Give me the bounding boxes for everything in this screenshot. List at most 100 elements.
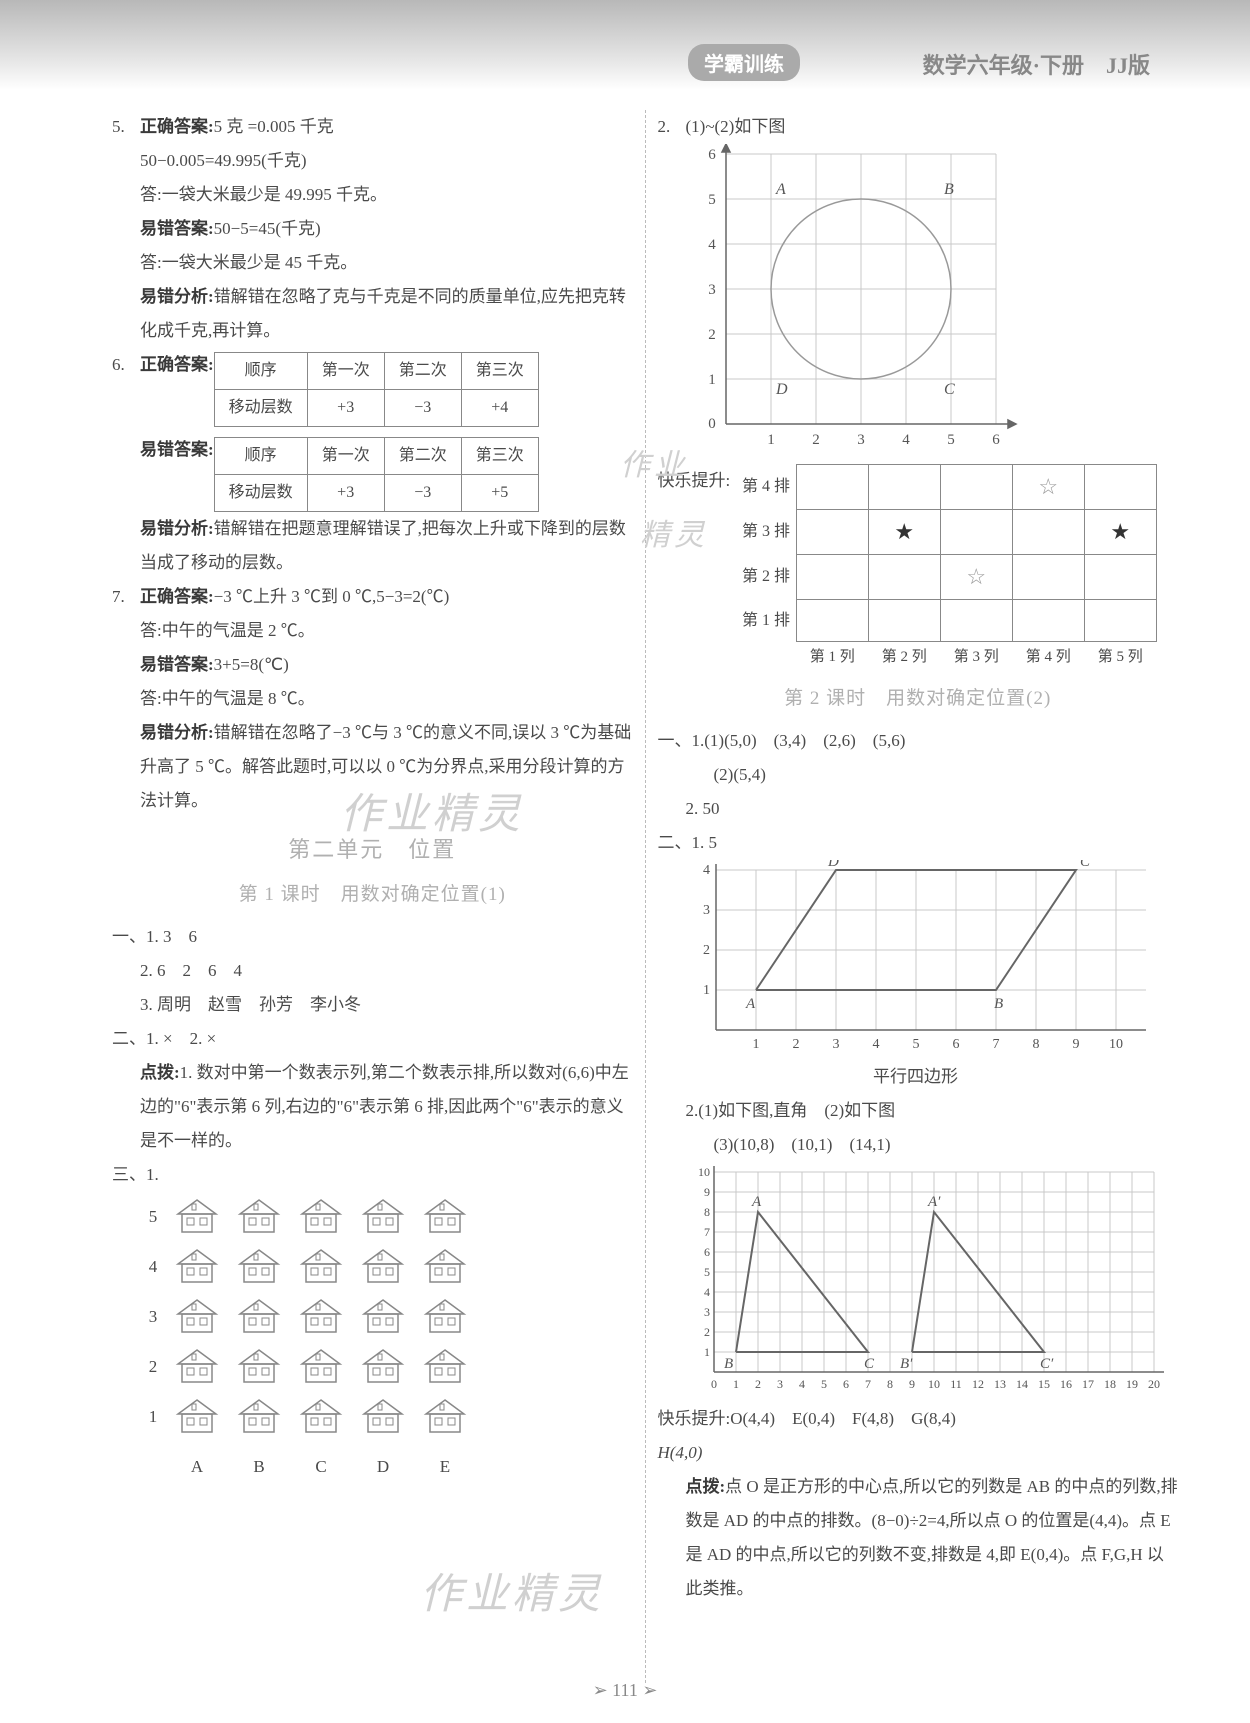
star-cell: ★: [1084, 510, 1156, 555]
circle-chart: A B C D 0 123 456 123 456: [658, 144, 1179, 464]
house-icon: [298, 1198, 344, 1236]
house-row-label: 5: [149, 1200, 158, 1234]
q5: 5. 正确答案:5 克 =0.005 千克: [112, 110, 633, 144]
r2-l3: (3)(10,8) (10,1) (14,1): [658, 1128, 1179, 1162]
svg-text:8: 8: [704, 1205, 710, 1219]
star-cell: [1012, 510, 1084, 555]
s1-l3: 3. 周明 赵雪 孙芳 李小冬: [112, 988, 633, 1022]
house-icon: [236, 1198, 282, 1236]
svg-text:4: 4: [708, 237, 716, 253]
svg-text:2: 2: [708, 327, 716, 343]
star-cell: [1084, 465, 1156, 510]
cell: 第三次: [461, 438, 538, 475]
cell: +5: [461, 475, 538, 512]
svg-text:D: D: [775, 381, 788, 398]
s1-lbl: 一、: [112, 920, 146, 954]
svg-text:5: 5: [708, 192, 716, 208]
cell: +4: [461, 390, 538, 427]
q5-w2: 答:一袋大米最少是 45 千克。: [112, 246, 633, 280]
house-icon: [236, 1348, 282, 1386]
star-cell: [796, 600, 868, 642]
house-col-label: E: [440, 1450, 450, 1484]
star-cell: [1012, 600, 1084, 642]
svg-text:7: 7: [992, 1037, 999, 1052]
svg-text:5: 5: [821, 1377, 827, 1391]
svg-text:0: 0: [711, 1377, 717, 1391]
house-icon: [360, 1398, 406, 1436]
house-icon: [422, 1248, 468, 1286]
star-cell: ☆: [1012, 465, 1084, 510]
house-icon: [422, 1348, 468, 1386]
s2-note: 1. 数对中第一个数表示列,第二个数表示排,所以数对(6,6)中左边的"6"表示…: [140, 1063, 629, 1150]
q5-c3: 答:一袋大米最少是 49.995 千克。: [112, 178, 633, 212]
house-icon: [298, 1298, 344, 1336]
r1-l2: (2)(5,4): [658, 758, 1179, 792]
q6-correct-label: 正确答案:: [140, 348, 214, 382]
q5-c2: 50−0.005=49.995(千克): [112, 144, 633, 178]
svg-text:10: 10: [1109, 1037, 1123, 1052]
star-cell: [796, 510, 868, 555]
header-badge: 学霸训练: [688, 44, 800, 81]
house-icon: [298, 1248, 344, 1286]
q6-table-wrong: 顺序 第一次 第二次 第三次 移动层数 +3 −3 +5: [214, 437, 539, 512]
svg-text:3: 3: [857, 432, 865, 448]
star-cell: [940, 465, 1012, 510]
q6-num: 6.: [112, 348, 140, 382]
house-row-label: 4: [149, 1250, 158, 1284]
svg-text:17: 17: [1082, 1377, 1094, 1391]
q5-analysis: 错解错在忽略了克与千克是不同的质量单位,应先把克转化成千克,再计算。: [140, 287, 626, 340]
svg-text:7: 7: [865, 1377, 871, 1391]
svg-text:A: A: [775, 181, 786, 198]
r2-l2: 2.(1)如下图,直角 (2)如下图: [658, 1094, 1179, 1128]
svg-text:1: 1: [703, 983, 710, 998]
svg-text:8: 8: [887, 1377, 893, 1391]
cell: +3: [307, 475, 384, 512]
svg-text:12: 12: [972, 1377, 984, 1391]
svg-text:1: 1: [752, 1037, 759, 1052]
svg-text:3: 3: [832, 1037, 839, 1052]
triangle-chart: A A′ B C B′ C′ 0123456789101112131415161…: [658, 1162, 1179, 1402]
svg-text:16: 16: [1060, 1377, 1072, 1391]
happy2-note: 点 O 是正方形的中心点,所以它的列数是 AB 的中点的列数,排数是 AD 的中…: [686, 1477, 1178, 1598]
svg-text:1: 1: [704, 1345, 710, 1359]
svg-text:A′: A′: [927, 1194, 941, 1210]
svg-text:A: A: [745, 996, 756, 1012]
svg-text:D: D: [827, 860, 839, 870]
house-grid-container: 54321ABCDE: [112, 1192, 633, 1492]
cell: 第一次: [307, 353, 384, 390]
house-icon: [236, 1298, 282, 1336]
star-col-label: 第 1 列: [796, 642, 868, 672]
r1-l3: 2. 50: [658, 792, 1179, 826]
happy-lift: 快乐提升: 第 4 排☆第 3 排★★第 2 排☆第 1 排 第 1 列第 2 …: [658, 464, 1179, 672]
svg-text:6: 6: [704, 1245, 710, 1259]
svg-text:2: 2: [812, 432, 820, 448]
house-icon: [174, 1348, 220, 1386]
svg-text:C: C: [864, 1356, 875, 1372]
svg-text:9: 9: [1072, 1037, 1079, 1052]
star-table: 第 4 排☆第 3 排★★第 2 排☆第 1 排: [736, 464, 1157, 642]
cell: 移动层数: [214, 475, 307, 512]
svg-text:8: 8: [1032, 1037, 1039, 1052]
star-row-label: 第 4 排: [736, 465, 796, 510]
svg-text:3: 3: [708, 282, 716, 298]
r-q2-text: (1)~(2)如下图: [686, 110, 786, 144]
star-cell: ☆: [940, 555, 1012, 600]
svg-text:6: 6: [952, 1037, 959, 1052]
svg-text:14: 14: [1016, 1377, 1028, 1391]
svg-text:19: 19: [1126, 1377, 1138, 1391]
svg-text:10: 10: [698, 1165, 710, 1179]
svg-text:15: 15: [1038, 1377, 1050, 1391]
unit2-title: 第二单元 位置: [112, 828, 633, 872]
happy2-lbl: 快乐提升:: [658, 1409, 731, 1428]
parallelogram-chart: A B C D 1234567891011 1234 平行四边形: [658, 860, 1179, 1094]
svg-text:5: 5: [912, 1037, 919, 1052]
cell: −3: [384, 475, 461, 512]
cell: 移动层数: [214, 390, 307, 427]
house-icon: [174, 1298, 220, 1336]
star-cell: [796, 555, 868, 600]
pg-caption: 平行四边形: [686, 1060, 1146, 1094]
star-cell: [796, 465, 868, 510]
svg-text:B′: B′: [900, 1356, 913, 1372]
r1-lbl: 一、: [658, 724, 692, 758]
house-icon: [422, 1198, 468, 1236]
